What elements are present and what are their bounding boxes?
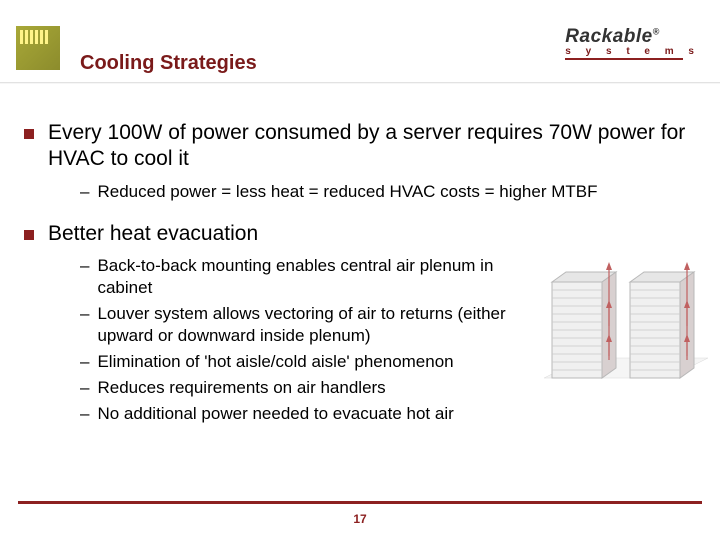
airflow-diagram	[544, 248, 708, 416]
bullet-square-icon	[24, 230, 34, 240]
sub-text: Louver system allows vectoring of air to…	[97, 303, 517, 347]
brand-sub: s y s t e m s	[565, 46, 700, 57]
sub-text: Reduces requirements on air handlers	[97, 377, 385, 399]
bullet-text: Every 100W of power consumed by a server…	[48, 120, 696, 173]
company-logo-icon	[16, 26, 60, 70]
sub-text: Elimination of 'hot aisle/cold aisle' ph…	[97, 351, 453, 373]
brand-underline	[565, 58, 683, 60]
slide-title: Cooling Strategies	[80, 52, 257, 75]
sub-text: No additional power needed to evacuate h…	[97, 403, 453, 425]
bullet-item: Better heat evacuation	[24, 221, 696, 247]
sub-text: Back-to-back mounting enables central ai…	[97, 255, 517, 299]
brand-name: Rackable	[565, 26, 652, 47]
bullet-item: Every 100W of power consumed by a server…	[24, 120, 696, 173]
brand-logo: Rackable® s y s t e m s	[565, 26, 700, 60]
footer-rule	[18, 501, 702, 504]
sub-item: – Reduced power = less heat = reduced HV…	[80, 181, 696, 203]
page-number: 17	[0, 512, 720, 526]
dash-icon: –	[80, 377, 89, 399]
slide-header: Cooling Strategies Rackable® s y s t e m…	[0, 0, 720, 82]
dash-icon: –	[80, 181, 89, 203]
dash-icon: –	[80, 351, 89, 373]
bullet-text: Better heat evacuation	[48, 221, 258, 247]
dash-icon: –	[80, 303, 89, 325]
header-divider	[0, 82, 720, 84]
sub-list: – Reduced power = less heat = reduced HV…	[80, 181, 696, 203]
dash-icon: –	[80, 255, 89, 277]
sub-text: Reduced power = less heat = reduced HVAC…	[97, 181, 597, 203]
brand-reg: ®	[653, 27, 660, 37]
bullet-square-icon	[24, 129, 34, 139]
dash-icon: –	[80, 403, 89, 425]
